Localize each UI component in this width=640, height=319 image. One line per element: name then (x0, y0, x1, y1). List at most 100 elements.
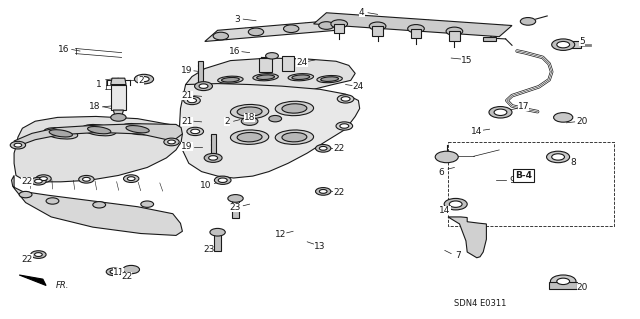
Polygon shape (198, 61, 203, 83)
Ellipse shape (126, 126, 149, 133)
Circle shape (331, 20, 348, 28)
Circle shape (408, 25, 424, 33)
Text: 19: 19 (181, 66, 193, 75)
Text: 2: 2 (225, 117, 230, 126)
Ellipse shape (49, 130, 72, 137)
Circle shape (184, 96, 200, 105)
Circle shape (316, 145, 331, 152)
Polygon shape (282, 56, 294, 71)
Circle shape (214, 176, 231, 184)
Ellipse shape (237, 107, 262, 116)
Circle shape (241, 117, 258, 125)
Circle shape (547, 151, 570, 163)
Text: 20: 20 (577, 283, 588, 292)
Circle shape (319, 22, 334, 29)
Polygon shape (111, 78, 126, 85)
Circle shape (266, 53, 278, 59)
Circle shape (369, 22, 386, 30)
Circle shape (557, 41, 570, 48)
Text: 24: 24 (296, 58, 308, 67)
Text: 17: 17 (518, 102, 529, 111)
Text: 22: 22 (333, 188, 345, 197)
Polygon shape (205, 19, 349, 41)
Circle shape (188, 98, 196, 103)
Circle shape (316, 188, 331, 195)
Polygon shape (211, 134, 216, 156)
Circle shape (337, 95, 354, 103)
Text: 9: 9 (509, 176, 515, 185)
Text: 22: 22 (21, 177, 33, 186)
Polygon shape (179, 84, 360, 178)
Polygon shape (14, 116, 182, 182)
Text: 7: 7 (455, 251, 460, 260)
Circle shape (550, 275, 576, 288)
Ellipse shape (282, 132, 307, 142)
Ellipse shape (292, 75, 310, 79)
Circle shape (435, 151, 458, 163)
Circle shape (187, 127, 204, 136)
Polygon shape (549, 282, 577, 289)
Text: 21: 21 (181, 91, 193, 100)
Text: 8: 8 (570, 158, 575, 167)
Circle shape (248, 28, 264, 36)
Text: 20: 20 (577, 117, 588, 126)
Circle shape (31, 251, 46, 258)
Circle shape (557, 278, 570, 285)
Ellipse shape (257, 75, 275, 79)
Polygon shape (259, 58, 272, 72)
Text: FR.: FR. (56, 281, 69, 290)
Text: 24: 24 (353, 82, 364, 91)
Circle shape (106, 268, 122, 276)
Ellipse shape (317, 76, 342, 83)
Ellipse shape (275, 101, 314, 116)
Polygon shape (186, 58, 355, 93)
Polygon shape (334, 24, 344, 33)
Circle shape (191, 129, 200, 134)
Circle shape (494, 109, 507, 115)
Circle shape (336, 122, 353, 130)
Text: 22: 22 (21, 255, 33, 263)
Circle shape (139, 77, 149, 82)
Text: 14: 14 (471, 127, 483, 136)
Circle shape (141, 201, 154, 207)
Circle shape (199, 84, 208, 88)
Polygon shape (372, 26, 383, 36)
Circle shape (554, 113, 573, 122)
Circle shape (269, 115, 282, 122)
Circle shape (124, 175, 139, 182)
Circle shape (83, 177, 90, 181)
Circle shape (168, 140, 175, 144)
Circle shape (134, 74, 154, 84)
Circle shape (209, 156, 218, 160)
Ellipse shape (83, 124, 116, 136)
Circle shape (35, 253, 42, 256)
Circle shape (111, 114, 126, 121)
Ellipse shape (218, 76, 243, 83)
Ellipse shape (275, 130, 314, 145)
Text: 11: 11 (113, 268, 124, 277)
Ellipse shape (88, 127, 111, 134)
Text: 4: 4 (359, 8, 364, 17)
Text: 14: 14 (439, 206, 451, 215)
Polygon shape (14, 124, 182, 147)
Circle shape (319, 189, 327, 193)
Ellipse shape (288, 74, 314, 81)
Circle shape (164, 138, 179, 146)
Circle shape (79, 175, 94, 183)
Circle shape (446, 27, 463, 35)
Text: 18: 18 (244, 113, 255, 122)
Circle shape (319, 146, 327, 150)
Text: 12: 12 (275, 230, 286, 239)
Text: 18: 18 (89, 102, 100, 111)
Polygon shape (483, 37, 496, 41)
Circle shape (449, 201, 462, 207)
Circle shape (204, 153, 222, 162)
Text: SDN4 E0311: SDN4 E0311 (454, 299, 507, 308)
Polygon shape (113, 110, 124, 116)
Ellipse shape (230, 104, 269, 119)
Circle shape (284, 25, 299, 33)
Ellipse shape (321, 77, 339, 81)
Circle shape (341, 97, 350, 101)
Circle shape (10, 141, 26, 149)
Text: 2: 2 (138, 76, 143, 85)
